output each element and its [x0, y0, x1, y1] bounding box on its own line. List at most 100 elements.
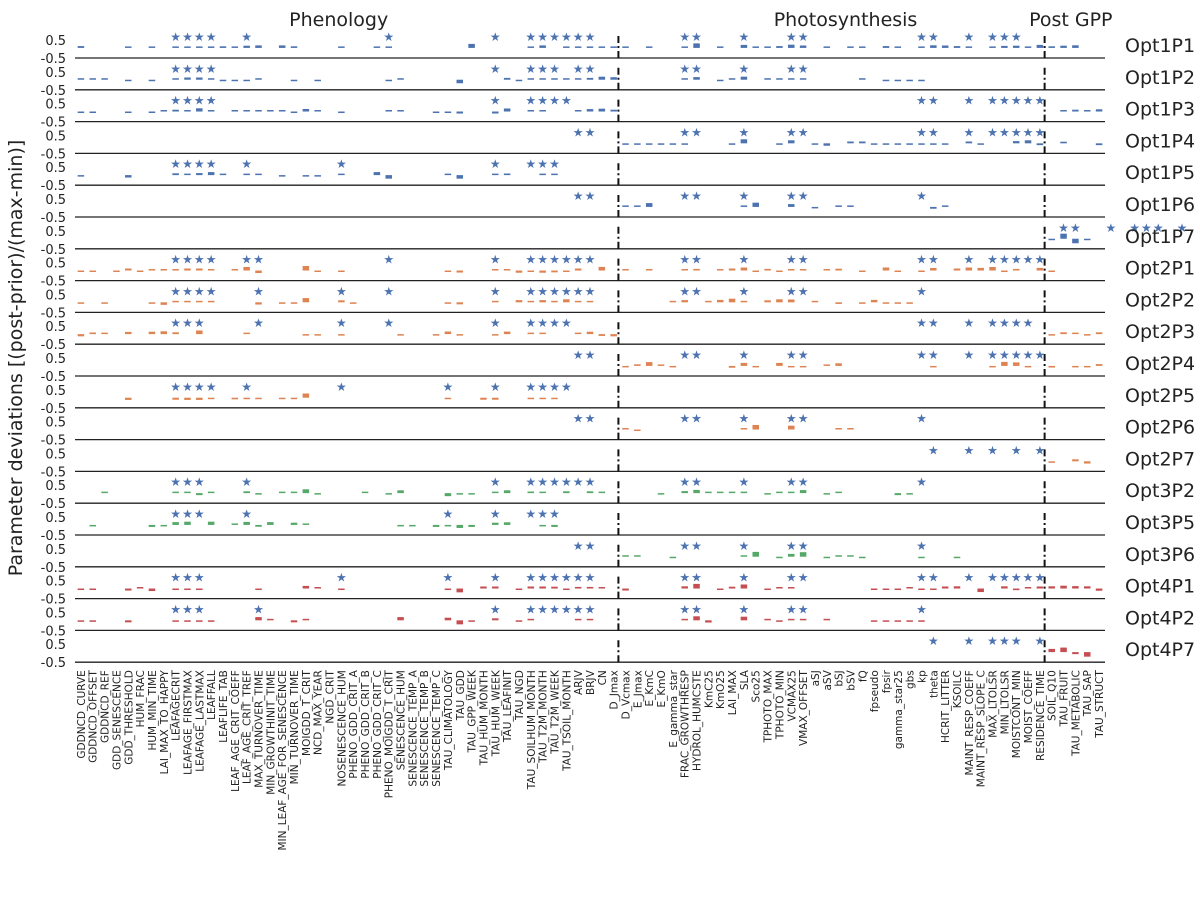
bar — [882, 302, 890, 304]
bar — [172, 269, 179, 271]
significance-star: ★ — [916, 571, 927, 585]
x-tick-label: TAU_SAP — [1082, 670, 1094, 717]
x-tick-label: PHENO_GDD_CRIT_C — [372, 670, 384, 779]
significance-star: ★ — [241, 475, 252, 489]
bar — [468, 493, 475, 495]
significance-star: ★ — [336, 284, 347, 298]
bar — [610, 334, 617, 337]
bar — [776, 270, 783, 273]
significance-star: ★ — [336, 380, 347, 394]
significance-star: ★ — [916, 30, 927, 44]
bar — [1048, 46, 1055, 48]
bar — [634, 555, 641, 557]
series-label: Opt2P6 — [1125, 417, 1195, 439]
significance-star: ★ — [549, 571, 560, 585]
bar — [385, 493, 392, 495]
bar — [290, 111, 298, 114]
significance-star: ★ — [194, 475, 205, 489]
bar — [172, 397, 179, 400]
significance-star: ★ — [798, 475, 809, 489]
y-tick-label: 0.5 — [45, 98, 66, 113]
bar — [539, 397, 546, 400]
bar — [77, 588, 85, 591]
significance-star: ★ — [525, 602, 536, 616]
significance-star: ★ — [987, 253, 998, 267]
significance-star: ★ — [691, 475, 702, 489]
bar — [243, 45, 250, 48]
bar — [278, 175, 286, 177]
bar — [207, 300, 215, 303]
bar — [859, 46, 866, 48]
bar — [811, 300, 819, 303]
series-label: Opt1P4 — [1125, 130, 1195, 152]
significance-star: ★ — [561, 284, 572, 298]
bar — [705, 300, 712, 303]
bar — [432, 111, 440, 114]
bar — [468, 524, 475, 527]
significance-star: ★ — [963, 94, 974, 108]
bar — [1072, 332, 1079, 335]
significance-star: ★ — [786, 602, 797, 616]
significance-star: ★ — [679, 125, 690, 139]
significance-star: ★ — [987, 443, 998, 457]
significance-star: ★ — [963, 443, 974, 457]
bar — [125, 588, 132, 591]
significance-star: ★ — [691, 539, 702, 553]
x-tick-label: fQ — [857, 670, 869, 682]
y-tick-label: -0.5 — [41, 434, 66, 449]
bar — [1072, 652, 1079, 655]
significance-star: ★ — [549, 316, 560, 330]
bar — [1083, 238, 1091, 241]
significance-star: ★ — [194, 157, 205, 171]
significance-star: ★ — [537, 30, 548, 44]
bar — [870, 620, 878, 622]
bar — [172, 522, 179, 525]
bar — [1036, 44, 1044, 48]
bar — [290, 79, 298, 82]
x-tick-label: Sco25 — [751, 670, 763, 702]
significance-star: ★ — [739, 571, 750, 585]
bar — [349, 302, 357, 304]
bar — [160, 269, 168, 271]
bar — [409, 524, 416, 527]
bar — [456, 493, 464, 495]
bar — [918, 46, 925, 48]
bar — [634, 205, 641, 207]
x-tick-label: bSV — [845, 669, 857, 690]
significance-star: ★ — [170, 30, 181, 44]
significance-star: ★ — [1070, 221, 1081, 235]
x-tick-label: LAI_MAX — [727, 670, 739, 715]
x-tick-label: GDD_THRESHOLD — [123, 670, 135, 765]
bar — [941, 586, 949, 589]
bar — [1095, 332, 1103, 335]
bar — [799, 269, 807, 271]
bar — [302, 585, 310, 589]
significance-star: ★ — [170, 253, 181, 267]
x-tick-label: MAX_TURNOVER_TIME — [254, 670, 266, 788]
bar — [1072, 109, 1079, 112]
x-tick-label: fpseudo — [869, 670, 881, 712]
significance-star: ★ — [786, 348, 797, 362]
bar — [941, 205, 949, 207]
bar — [397, 490, 404, 494]
y-tick-label: 0.5 — [45, 384, 66, 399]
significance-star: ★ — [206, 157, 217, 171]
bar — [930, 268, 937, 271]
bar — [314, 175, 321, 177]
x-tick-label: TAU_METABOLIC — [1070, 670, 1082, 757]
significance-star: ★ — [573, 253, 584, 267]
significance-star: ★ — [206, 253, 217, 267]
bar — [776, 143, 783, 145]
significance-star: ★ — [206, 30, 217, 44]
bar — [302, 265, 310, 271]
bar — [101, 302, 108, 304]
significance-star: ★ — [798, 189, 809, 203]
bar — [492, 397, 499, 400]
series-label: Opt1P2 — [1125, 67, 1195, 89]
x-tick-label: GDD_SENESCENCE — [111, 670, 123, 770]
group-header: Post GPP — [1029, 9, 1112, 31]
bar — [302, 175, 310, 177]
x-tick-label: kp — [916, 670, 928, 683]
significance-star: ★ — [525, 94, 536, 108]
bar — [267, 522, 274, 525]
